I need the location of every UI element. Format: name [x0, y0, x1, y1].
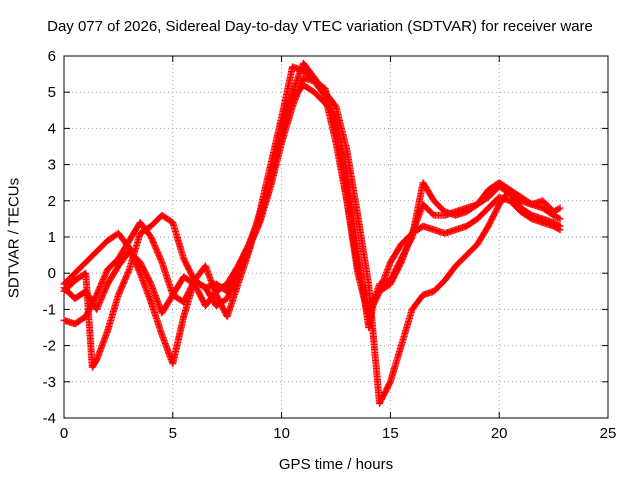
y-axis-label: SDTVAR / TECUs [5, 177, 23, 299]
data-point-marker [255, 216, 263, 224]
y-tick-label: -1 [43, 301, 56, 318]
y-tick-label: -2 [43, 338, 56, 355]
data-point-marker [555, 225, 563, 233]
y-tick-label: 2 [48, 193, 56, 210]
y-tick-label: 1 [48, 229, 56, 246]
y-tick-label: 0 [48, 265, 56, 282]
data-point-marker [556, 226, 564, 234]
x-tick-label: 25 [600, 425, 617, 442]
x-tick-label: 10 [273, 425, 290, 442]
x-tick-label: 20 [491, 425, 508, 442]
data-point-marker [555, 205, 563, 213]
data-point-marker [556, 204, 564, 212]
data-point-marker [556, 215, 564, 223]
x-axis-label: GPS time / hours [278, 456, 394, 473]
series-3 [60, 63, 564, 368]
y-tick-label: -4 [43, 410, 56, 427]
x-tick-label: 5 [169, 425, 177, 442]
y-tick-label: -3 [43, 374, 56, 391]
x-tick-label: 0 [60, 425, 68, 442]
y-tick-label: 6 [48, 48, 56, 65]
y-tick-label: 3 [48, 157, 56, 174]
chart-title: Day 077 of 2026, Sidereal Day-to-day VTE… [47, 18, 593, 35]
y-tick-label: 4 [48, 120, 56, 137]
series-4 [60, 59, 564, 408]
data-point-marker [555, 214, 563, 222]
x-tick-label: 15 [382, 425, 399, 442]
y-tick-label: 5 [48, 84, 56, 101]
